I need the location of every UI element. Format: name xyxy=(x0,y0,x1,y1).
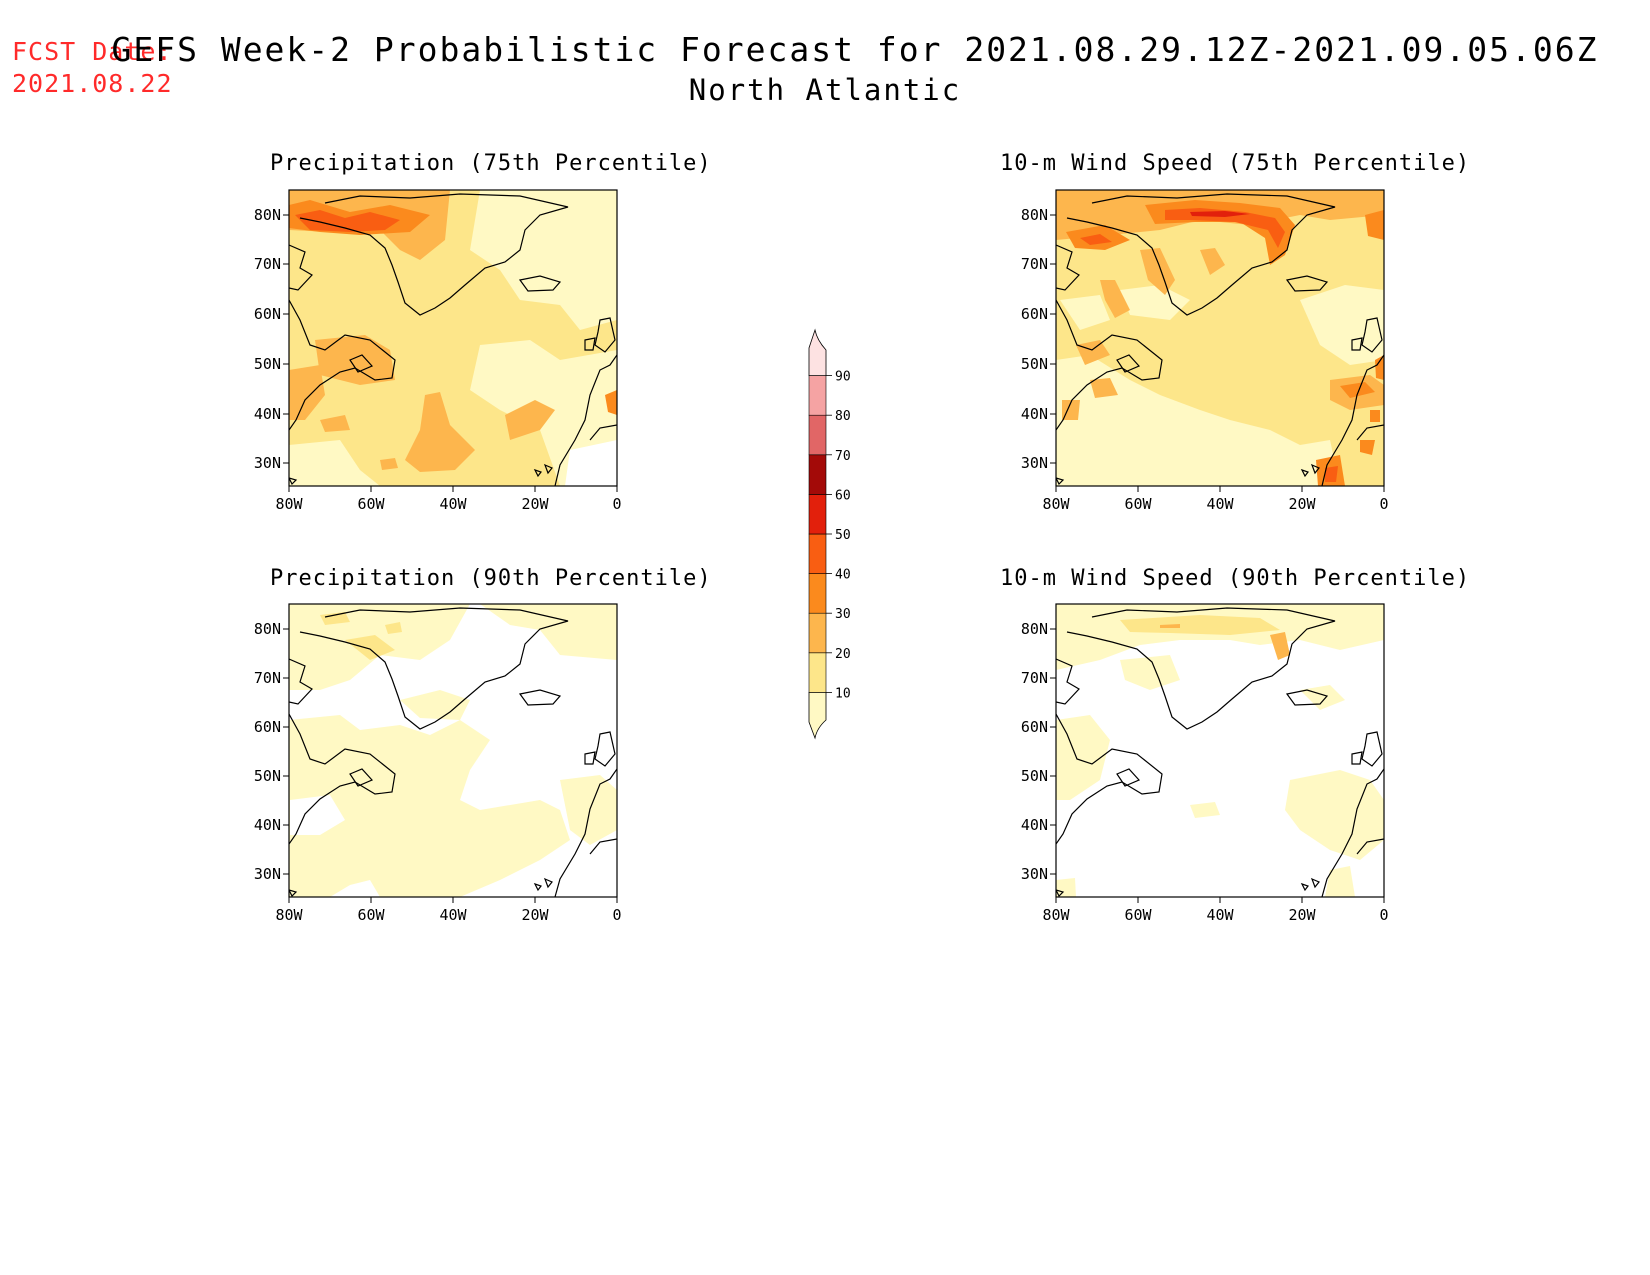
colorbar: 10 20 30 40 50 60 70 80 90 xyxy=(808,328,851,740)
fcst-date: 2021.08.22 xyxy=(12,69,173,98)
lat-tick-label: 80N xyxy=(254,620,281,638)
lat-tick-label: 30N xyxy=(1021,454,1048,472)
figure-title: GEFS Week-2 Probabilistic Forecast for 2… xyxy=(0,30,1650,107)
lat-tick-label: 60N xyxy=(1021,305,1048,323)
fcst-label: FCST Date: xyxy=(12,37,173,66)
coastlines xyxy=(289,193,617,486)
lon-tick-label: 0 xyxy=(1379,495,1388,513)
lon-tick-label: 0 xyxy=(612,906,621,924)
lat-tick-label: 30N xyxy=(254,454,281,472)
panel-title-precip-75: Precipitation (75th Percentile) xyxy=(270,151,712,176)
lat-tick-label: 40N xyxy=(254,816,281,834)
colorbar-label: 30 xyxy=(835,607,851,622)
colorbar-label: 60 xyxy=(835,488,851,503)
axes-layer: 80N 70N 60N 50N 40N 30N 80W 60W 40W 20W 0 80N 70N 60N… xyxy=(254,206,1389,924)
lat-tick-label: 50N xyxy=(254,767,281,785)
lat-tick-label: 60N xyxy=(1021,718,1048,736)
colorbar-segment xyxy=(808,375,827,416)
colorbar-segment xyxy=(808,414,827,456)
map-precip-90 xyxy=(288,603,618,898)
lat-tick-label: 50N xyxy=(254,355,281,373)
lat-tick-label: 70N xyxy=(1021,255,1048,273)
lat-tick-label: 70N xyxy=(1021,669,1048,687)
panel-title-precip-90: Precipitation (90th Percentile) xyxy=(270,566,712,591)
lat-tick-label: 80N xyxy=(254,206,281,224)
lat-tick-label: 40N xyxy=(254,405,281,423)
lon-tick-label: 20W xyxy=(521,906,549,924)
map-precip-75 xyxy=(288,189,618,487)
lon-tick-label: 80W xyxy=(275,906,303,924)
map-wind-90 xyxy=(1055,603,1385,898)
probability-shading xyxy=(289,190,617,486)
lon-tick-label: 60W xyxy=(357,495,385,513)
lon-tick-label: 0 xyxy=(1379,906,1388,924)
lon-tick-label: 60W xyxy=(1124,495,1152,513)
coastlines xyxy=(1056,607,1384,897)
lon-tick-label: 80W xyxy=(275,495,303,513)
lon-tick-label: 40W xyxy=(1206,906,1234,924)
colorbar-segment xyxy=(808,612,827,654)
lat-tick-label: 40N xyxy=(1021,816,1048,834)
lat-tick-label: 60N xyxy=(254,305,281,323)
lat-tick-label: 30N xyxy=(254,865,281,883)
colorbar-label: 40 xyxy=(835,568,851,583)
lon-tick-label: 40W xyxy=(1206,495,1234,513)
colorbar-segment xyxy=(808,328,827,376)
colorbar-segment xyxy=(808,454,827,495)
lon-tick-label: 20W xyxy=(521,495,549,513)
forecast-date-label: FCST Date: 2021.08.22 xyxy=(12,36,173,100)
main-title: GEFS Week-2 Probabilistic Forecast for 2… xyxy=(111,30,1599,69)
coastlines xyxy=(289,607,617,897)
colorbar-label: 90 xyxy=(835,370,851,385)
colorbar-segment xyxy=(808,652,827,693)
lat-tick-label: 50N xyxy=(1021,355,1048,373)
lat-tick-label: 60N xyxy=(254,718,281,736)
lon-tick-label: 20W xyxy=(1288,495,1316,513)
colorbar-label: 70 xyxy=(835,449,851,464)
probability-shading xyxy=(1056,190,1384,486)
probability-shading xyxy=(1056,604,1384,897)
colorbar-label: 20 xyxy=(835,647,851,662)
lat-tick-label: 70N xyxy=(254,669,281,687)
region-subtitle: North Atlantic xyxy=(688,73,962,107)
panel-title-wind-75: 10-m Wind Speed (75th Percentile) xyxy=(1000,151,1471,176)
lat-tick-label: 50N xyxy=(1021,767,1048,785)
colorbar-segment xyxy=(808,533,827,574)
panel-title-wind-90: 10-m Wind Speed (90th Percentile) xyxy=(1000,566,1471,591)
map-wind-75 xyxy=(1055,189,1385,487)
probability-shading xyxy=(289,604,617,897)
lon-tick-label: 60W xyxy=(1124,906,1152,924)
lon-tick-label: 20W xyxy=(1288,906,1316,924)
lon-tick-label: 40W xyxy=(439,906,467,924)
lat-tick-label: 40N xyxy=(1021,405,1048,423)
lon-tick-label: 80W xyxy=(1042,906,1070,924)
lon-tick-label: 60W xyxy=(357,906,385,924)
lon-tick-label: 40W xyxy=(439,495,467,513)
lon-tick-label: 80W xyxy=(1042,495,1070,513)
colorbar-segment xyxy=(808,573,827,614)
lat-tick-label: 70N xyxy=(254,255,281,273)
colorbar-label: 10 xyxy=(835,686,851,701)
lat-tick-label: 30N xyxy=(1021,865,1048,883)
coastlines xyxy=(1056,193,1384,486)
lat-tick-label: 80N xyxy=(1021,206,1048,224)
lat-tick-label: 80N xyxy=(1021,620,1048,638)
colorbar-segment xyxy=(808,692,827,740)
colorbar-segment xyxy=(808,494,827,535)
colorbar-label: 50 xyxy=(835,528,851,543)
lon-tick-label: 0 xyxy=(612,495,621,513)
colorbar-label: 80 xyxy=(835,409,851,424)
